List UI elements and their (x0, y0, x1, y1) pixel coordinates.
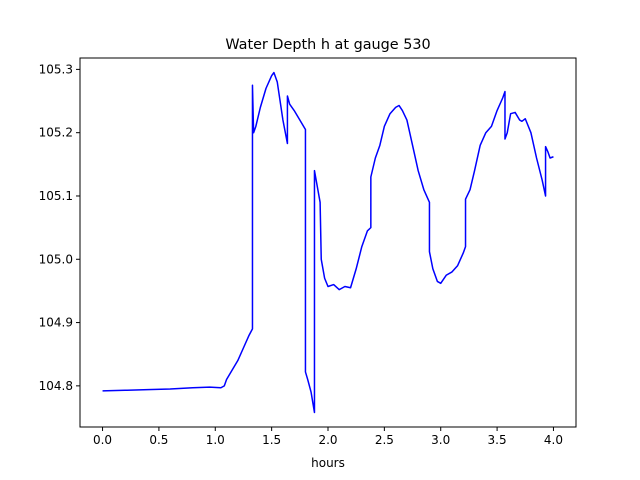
x-tick-label: 3.0 (431, 433, 450, 447)
x-tick-label: 3.5 (488, 433, 507, 447)
x-tick-label: 2.5 (375, 433, 394, 447)
chart-title: Water Depth h at gauge 530 (225, 37, 430, 53)
x-axis-title: hours (311, 456, 345, 470)
series-layer (102, 71, 554, 414)
x-tick-label: 0.0 (93, 433, 112, 447)
x-tick-label: 1.0 (206, 433, 225, 447)
axis-ticks: 0.0 0.5 1.0 1.5 2.0 2.5 3.0 3.5 4.0 104.8 104.9 105… (39, 62, 563, 447)
y-tick-label: 104.8 (39, 379, 73, 393)
axes-frame (79, 57, 577, 428)
series-line (102, 71, 554, 414)
y-tick-label: 105.3 (39, 62, 73, 76)
y-tick-label: 105.2 (39, 126, 73, 140)
x-tick-label: 1.5 (262, 433, 281, 447)
y-tick-label: 105.0 (39, 252, 73, 266)
x-tick-label: 2.0 (318, 433, 337, 447)
x-tick-label: 4.0 (544, 433, 563, 447)
y-tick-label: 105.1 (39, 189, 73, 203)
y-tick-label: 104.9 (39, 316, 73, 330)
x-tick-label: 0.5 (149, 433, 168, 447)
